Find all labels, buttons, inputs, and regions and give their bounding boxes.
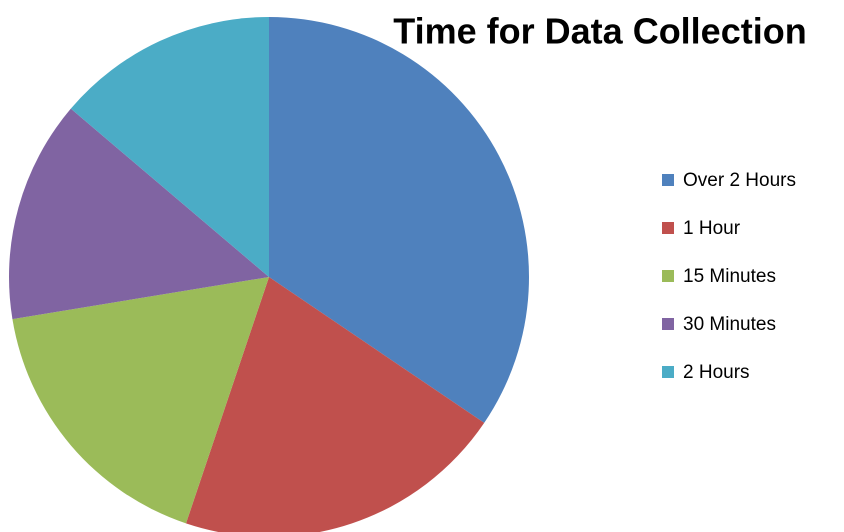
pie-slice	[12, 277, 269, 524]
pie-slice	[269, 17, 529, 423]
pie-slice	[185, 277, 485, 532]
legend-label: Over 2 Hours	[683, 170, 796, 191]
legend-label: 1 Hour	[683, 218, 741, 239]
pie-slice	[70, 17, 270, 277]
legend-swatch	[662, 366, 674, 378]
legend-label: 15 Minutes	[683, 266, 776, 287]
legend-swatch	[662, 222, 674, 234]
legend-swatch	[662, 318, 674, 330]
legend-label: 2 Hours	[683, 362, 750, 383]
pie-slice	[8, 108, 269, 320]
chart-title: Time for Data Collection	[393, 11, 806, 52]
pie	[8, 17, 529, 532]
legend-swatch	[662, 174, 674, 186]
legend-swatch	[662, 270, 674, 282]
legend-label: 30 Minutes	[683, 314, 776, 335]
